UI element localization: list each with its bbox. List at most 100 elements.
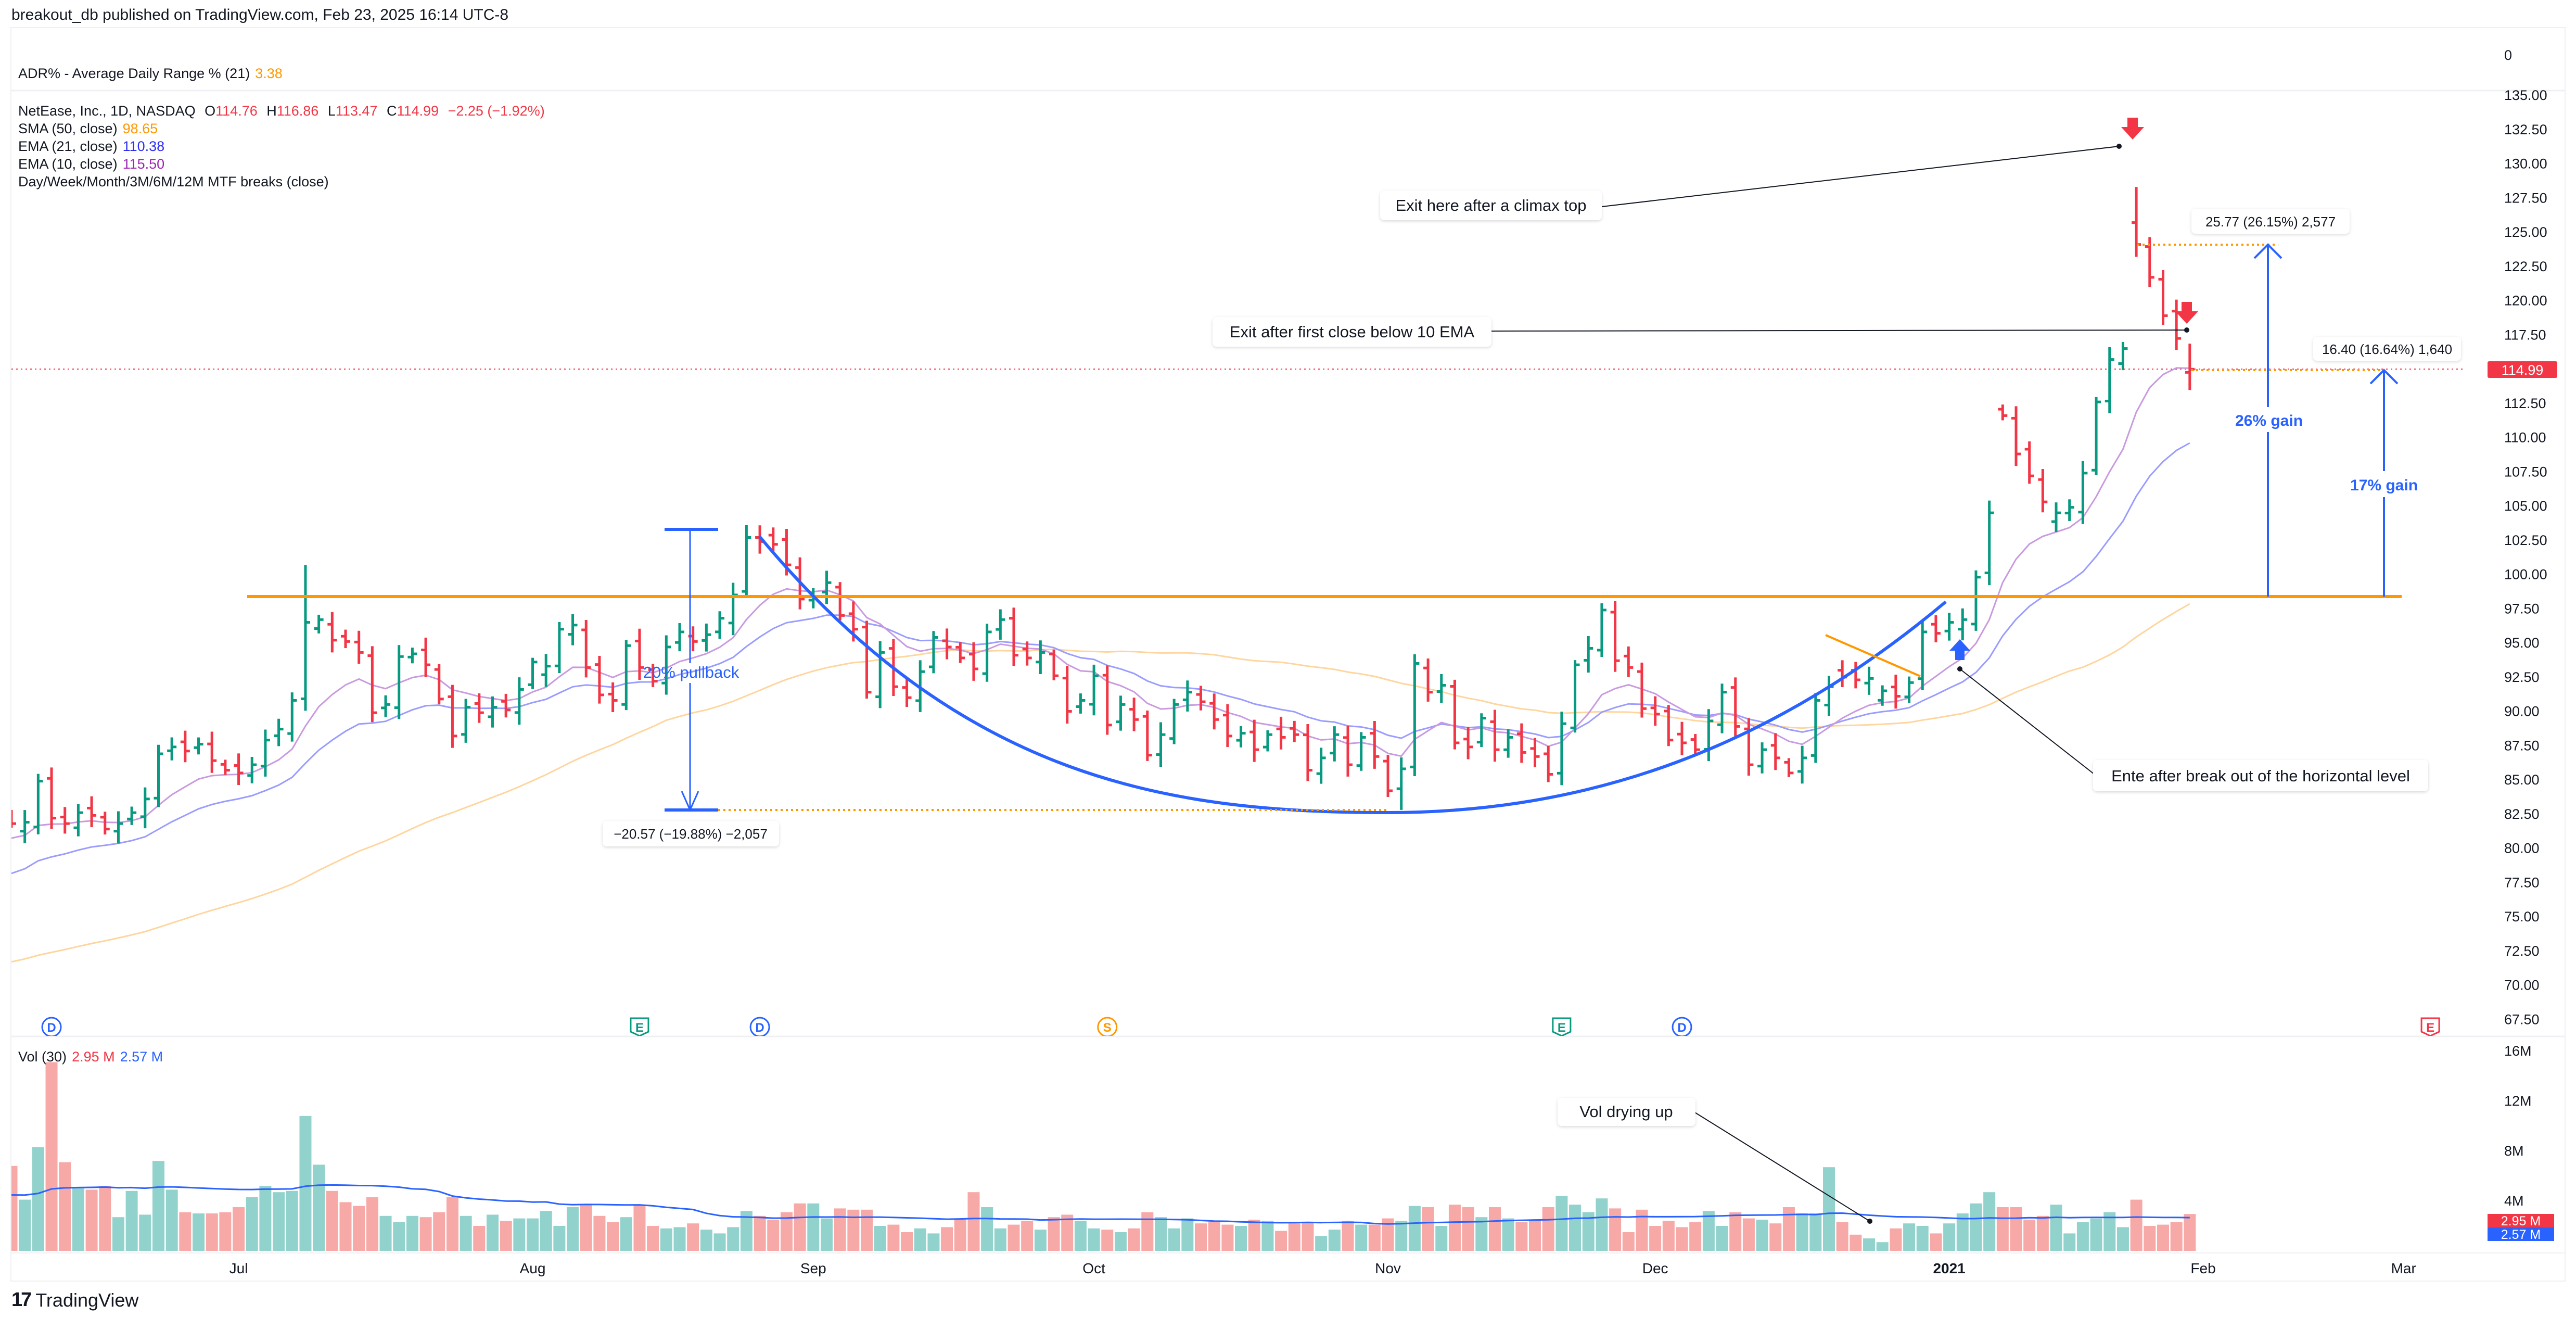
price-bar (1276, 716, 1286, 750)
price-bar (140, 787, 150, 829)
pullback-measure[interactable]: 20% pullback −20.57 (−19.88%) −2,057 (603, 528, 1389, 846)
price-bar (1196, 686, 1206, 711)
volume-bar (45, 1062, 58, 1251)
event-marker-dividend[interactable]: D (1672, 1017, 1692, 1036)
event-letter: E (635, 1021, 644, 1035)
price-bar (1730, 677, 1740, 737)
event-marker-earnings[interactable]: E (1552, 1017, 1572, 1036)
price-bar (1036, 640, 1045, 675)
indicator-mtf-breaks[interactable]: Day/Week/Month/3M/6M/12M MTF breaks (clo… (18, 173, 550, 191)
event-marker-dividend[interactable]: D (749, 1017, 770, 1036)
climax-annotation[interactable]: Exit here after a climax top (1380, 118, 2144, 220)
event-marker-dividend[interactable]: D (41, 1017, 62, 1036)
adr-legend[interactable]: ADR% - Average Daily Range % (21) 3.38 (18, 66, 288, 82)
entry-note-text: Ente after break out of the horizontal l… (2111, 767, 2410, 785)
gain-17-label: 17% gain (2350, 477, 2418, 494)
time-axis-label: Sep (800, 1260, 826, 1276)
price-axis-label: 130.00 (2504, 156, 2547, 172)
tradingview-brand[interactable]: 17 TradingView (11, 1289, 138, 1311)
price-bar (354, 630, 364, 664)
price-bar (728, 582, 738, 636)
price-axis-label: 110.00 (2504, 430, 2546, 446)
volume-axis-label: 4M (2504, 1193, 2524, 1209)
price-bar (274, 718, 284, 746)
indicator-ema21[interactable]: EMA (21, close) 110.38 (18, 137, 550, 155)
indicator-ema10[interactable]: EMA (10, close) 115.50 (18, 155, 550, 173)
price-axis-label: 82.50 (2504, 806, 2540, 822)
volume-value-axis: 2.95 M (2501, 1214, 2541, 1229)
volume-bar (1930, 1233, 1942, 1251)
price-bar (2038, 469, 2048, 513)
volume-bar (1742, 1218, 1755, 1251)
volume-bar (446, 1197, 458, 1251)
volume-bar (1261, 1221, 1274, 1251)
volume-bar (1141, 1212, 1154, 1251)
volume-bar (580, 1205, 592, 1251)
adr-label: ADR% - Average Daily Range % (21) (18, 66, 250, 81)
price-bar (1677, 721, 1687, 755)
main-legend[interactable]: NetEase, Inc., 1D, NASDAQ O114.76 H116.8… (18, 102, 550, 191)
price-bar (1142, 711, 1152, 761)
price-bar (1530, 738, 1540, 767)
price-axis-label: 127.50 (2504, 190, 2547, 206)
volume-axis[interactable]: 16M 12M 8M 4M (2504, 1043, 2532, 1209)
symbol-row[interactable]: NetEase, Inc., 1D, NASDAQ O114.76 H116.8… (18, 102, 550, 120)
indicator-sma50[interactable]: SMA (50, close) 98.65 (18, 120, 550, 137)
price-bar (594, 655, 604, 704)
price-bar (260, 729, 270, 777)
sma50-line (11, 603, 2190, 963)
volume-legend[interactable]: Vol (30) 2.95 M 2.57 M (18, 1049, 168, 1065)
price-bar (1824, 676, 1834, 716)
event-marker-split[interactable]: S (1097, 1017, 1118, 1036)
price-bar (2064, 499, 2074, 522)
volume-bar (193, 1213, 205, 1251)
price-axis-label: 95.00 (2504, 635, 2540, 651)
volume-bar (2144, 1226, 2156, 1251)
price-bar (1557, 712, 1566, 786)
event-marker-earnings[interactable]: E (630, 1017, 649, 1036)
dividend-icon (1672, 1017, 1692, 1036)
price-bar (554, 622, 564, 673)
price-bar (220, 759, 230, 775)
volume-bar (2063, 1233, 2076, 1251)
price-bar (1290, 720, 1299, 742)
volume-bar (1542, 1207, 1554, 1251)
gain-17-measure[interactable]: 17% gain 16.40 (16.64%) 1,640 (2191, 337, 2461, 597)
price-bar (875, 641, 885, 708)
ema-exit-annotation[interactable]: Exit after first close below 10 EMA (1213, 302, 2198, 347)
volume-bar (607, 1222, 619, 1251)
publish-info: breakout_db published on TradingView.com… (11, 6, 509, 23)
gain-26-measure[interactable]: 26% gain 25.77 (26.15%) 2,577 (2137, 209, 2350, 597)
time-axis-label: Oct (1082, 1260, 1105, 1276)
volume-bar (1154, 1217, 1167, 1251)
volume-bar (1956, 1213, 1969, 1251)
volume-bar (419, 1217, 432, 1251)
price-bar (180, 730, 190, 763)
volume-bar (1796, 1213, 1808, 1251)
volume-bar (754, 1215, 766, 1251)
volume-bar (1475, 1217, 1488, 1251)
volume-bar (1662, 1221, 1675, 1251)
volume-bar (1863, 1238, 1876, 1251)
time-axis-label: 2021 (1933, 1260, 1965, 1276)
price-bar (1249, 719, 1259, 762)
price-bar (1503, 729, 1513, 758)
entry-annotation[interactable]: Ente after break out of the horizontal l… (1949, 639, 2428, 791)
price-bar (1356, 732, 1366, 771)
open-label: O (205, 103, 216, 119)
cup-curve[interactable] (758, 535, 1947, 815)
handle-trendline[interactable] (1825, 634, 1921, 677)
vol-drying-annotation[interactable]: Vol drying up (1558, 1098, 1872, 1224)
volume-bar (486, 1214, 499, 1251)
price-axis[interactable]: 135.00 132.50 130.00 127.50 125.00 122.50 120.… (2504, 87, 2547, 1027)
volume-bar (1128, 1228, 1140, 1251)
price-axis-label: 72.50 (2504, 943, 2540, 959)
event-marker-earnings-upcoming[interactable]: E (2420, 1017, 2440, 1036)
volume-bar (1275, 1231, 1287, 1251)
price-bar (528, 657, 538, 689)
time-axis[interactable]: Jul Aug Sep Oct Nov Dec 2021 Feb Mar (229, 1260, 2416, 1276)
price-bar (421, 637, 431, 677)
price-bar (20, 810, 30, 844)
